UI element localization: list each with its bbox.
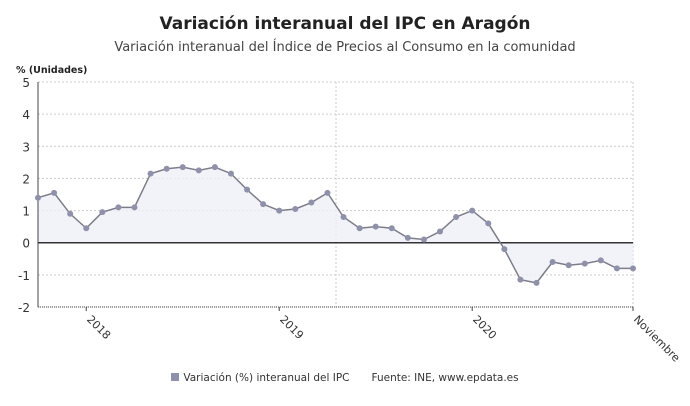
y-tick-label: 0	[22, 237, 30, 251]
data-point	[565, 262, 572, 269]
source-text: Fuente: INE, www.epdata.es	[371, 372, 519, 384]
data-point	[67, 210, 74, 217]
data-point	[35, 194, 41, 201]
data-point	[485, 220, 492, 227]
data-point	[147, 170, 154, 177]
legend: Variación (%) interanual del IPC Fuente: …	[0, 372, 690, 384]
y-tick-label: 2	[22, 172, 30, 186]
y-tick-label: 4	[22, 108, 30, 122]
data-point	[549, 259, 556, 265]
data-point	[581, 260, 588, 267]
y-tick-label: 5	[22, 76, 30, 90]
legend-swatch	[171, 373, 180, 381]
data-point	[227, 170, 234, 177]
data-point	[276, 207, 283, 214]
data-point	[517, 276, 524, 283]
x-tick-label: 2018	[84, 313, 113, 342]
x-tick-label: 2020	[470, 313, 499, 342]
data-point	[388, 225, 395, 232]
x-tick-label: 2019	[277, 313, 306, 342]
data-point	[630, 265, 636, 272]
y-tick-label: -2	[18, 301, 30, 315]
legend-label: Variación (%) interanual del IPC	[183, 372, 350, 384]
y-tick-label: -1	[18, 269, 30, 283]
data-point	[437, 228, 444, 235]
data-point	[308, 199, 315, 206]
data-point	[501, 246, 508, 253]
data-point	[163, 165, 170, 172]
data-point	[179, 164, 186, 171]
data-point	[453, 214, 460, 220]
series-area	[38, 167, 633, 283]
data-point	[244, 186, 251, 193]
data-point	[211, 164, 218, 171]
data-point	[469, 207, 476, 214]
data-point	[131, 204, 138, 211]
data-point	[51, 189, 58, 196]
data-point	[260, 201, 267, 208]
data-point	[356, 225, 363, 232]
y-tick-label: 1	[22, 205, 30, 219]
chart-subtitle: Variación interanual del Índice de Preci…	[114, 40, 576, 55]
data-point	[83, 225, 90, 232]
data-point	[324, 189, 331, 196]
y-tick-label: 3	[22, 140, 30, 154]
data-point	[99, 209, 106, 216]
data-point	[195, 167, 202, 174]
chart-title: Variación interanual del IPC en Aragón	[159, 14, 531, 34]
data-point	[372, 223, 379, 230]
data-point	[340, 214, 347, 220]
data-point	[613, 265, 620, 272]
data-point	[597, 257, 604, 264]
x-tick-label: Noviembre	[631, 313, 683, 365]
data-point	[292, 205, 299, 212]
y-axis-label: % (Unidades)	[16, 65, 87, 76]
data-point	[420, 236, 427, 243]
data-point	[115, 204, 122, 211]
data-point	[404, 234, 411, 241]
data-point	[533, 279, 540, 286]
